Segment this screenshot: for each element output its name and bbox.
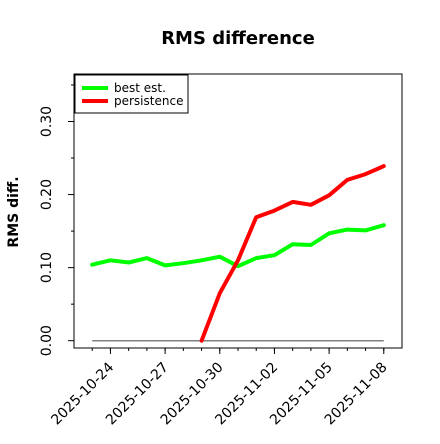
legend: best est. persistence (74, 74, 189, 114)
series-layer (90, 164, 386, 343)
series-line-persistence (199, 164, 386, 343)
y-ticks-layer: 0.00 0.10 0.20 0.30 (39, 84, 74, 356)
y-axis-label: RMS diff. (6, 176, 22, 247)
series-line-best-est (90, 223, 386, 269)
y-tick-label: 0.30 (39, 106, 55, 137)
y-tick-label: 0.20 (39, 179, 55, 210)
y-tick-label: 0.00 (39, 325, 55, 356)
y-tick-label: 0.10 (39, 252, 55, 283)
legend-label-persistence: persistence (114, 94, 183, 108)
legend-label-best-est: best est. (114, 81, 166, 95)
legend-box (74, 74, 189, 114)
chart-title: RMS difference (161, 28, 315, 49)
